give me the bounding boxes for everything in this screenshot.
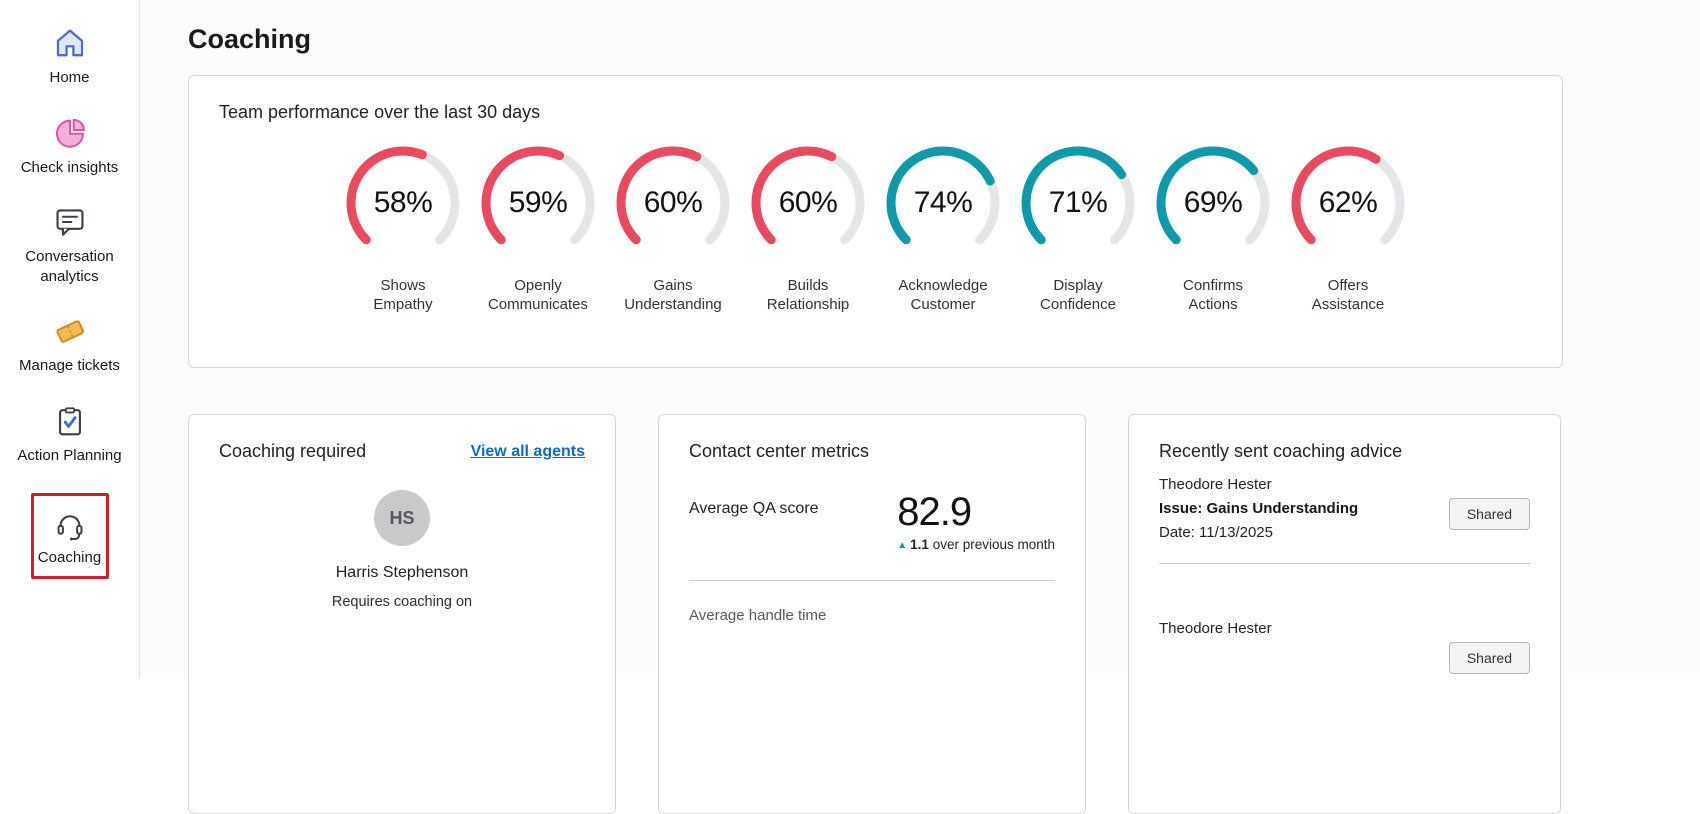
recent-advice-title: Recently sent coaching advice <box>1159 441 1403 461</box>
gauge-value: 60% <box>778 186 838 219</box>
headset-icon <box>53 508 87 542</box>
contact-center-metrics-card: Contact center metrics Average QA score … <box>658 414 1086 814</box>
sidebar-item-label: Home <box>49 69 90 86</box>
next-metric-label: Average handle time <box>689 607 827 624</box>
team-performance-card: Team performance over the last 30 days 5… <box>188 75 1563 368</box>
advice-list: Theodore Hester Issue: Gains Understandin… <box>1159 476 1530 674</box>
gauge-ring: 59% <box>476 141 600 265</box>
gauge-arc <box>1156 146 1270 260</box>
sidebar-item-home[interactable]: Home <box>8 26 132 88</box>
gauge: 74% Acknowledge Customer <box>877 141 1009 315</box>
gauge-value: 59% <box>508 186 568 219</box>
bottom-cards-row: Coaching required View all agents HS Har… <box>188 414 1563 814</box>
sidebar: Home Check insights Conversation analyti… <box>0 0 140 678</box>
home-icon <box>53 26 87 60</box>
main-content: Coaching Team performance over the last … <box>140 0 1700 814</box>
gauge-label: Shows Empathy <box>373 277 433 313</box>
gauge-arc <box>751 146 865 260</box>
agent-avatar: HS <box>374 490 430 546</box>
metrics-divider <box>689 580 1055 581</box>
sidebar-item-manage-tickets[interactable]: Manage tickets <box>8 314 132 376</box>
gauge-ring: 62% <box>1286 141 1410 265</box>
gauge-value: 69% <box>1183 186 1243 219</box>
gauge: 71% Display Confidence <box>1012 141 1144 315</box>
gauge-label: Offers Assistance <box>1311 277 1385 313</box>
sidebar-item-label: Check insights <box>20 158 119 176</box>
sidebar-item-label: Coaching <box>37 549 102 566</box>
gauge-arc <box>1021 146 1135 260</box>
ticket-icon <box>53 314 87 348</box>
coaching-required-title: Coaching required <box>219 441 367 461</box>
gauge-label: Confirms Actions <box>1182 277 1243 313</box>
sidebar-item-label: Action Planning <box>17 446 122 464</box>
contact-center-title: Contact center metrics <box>689 441 870 461</box>
advice-date: Date: 11/13/2025 <box>1159 524 1273 541</box>
delta-up-icon: ▲ <box>897 540 908 551</box>
gauge-ring: 69% <box>1151 141 1275 265</box>
view-all-agents-link[interactable]: View all agents <box>470 442 585 460</box>
advice-issue: Issue: Gains Understanding <box>1159 500 1359 517</box>
gauge-value: 74% <box>913 186 973 219</box>
agent-name: Harris Stephenson <box>335 564 469 581</box>
gauge-ring: 60% <box>746 141 870 265</box>
gauge-label: Acknowledge Customer <box>898 277 988 313</box>
gauge-value: 62% <box>1318 186 1378 219</box>
sidebar-item-conversation-analytics[interactable]: Conversation analytics <box>8 205 132 286</box>
gauge-label: Openly Communicates <box>487 277 589 313</box>
gauge-arc <box>1291 146 1405 260</box>
advice-entry: Theodore Hester Issue: Gains Understandin… <box>1159 476 1530 541</box>
shared-status-button[interactable]: Shared <box>1448 642 1530 674</box>
advice-agent-name: Theodore Hester <box>1159 620 1272 637</box>
sidebar-item-label: Conversation analytics <box>25 248 114 285</box>
qa-score-label: Average QA score <box>689 500 819 517</box>
gauge: 58% Shows Empathy <box>337 141 469 315</box>
gauge: 59% Openly Communicates <box>472 141 604 315</box>
gauge-label: Builds Relationship <box>766 277 850 313</box>
gauge: 60% Gains Understanding <box>607 141 739 315</box>
gauge-arc <box>616 146 730 260</box>
advice-entry: Theodore Hester Shared <box>1159 620 1530 674</box>
gauge-ring: 71% <box>1016 141 1140 265</box>
advice-divider <box>1159 563 1530 564</box>
qa-score-value: 82.9 <box>897 490 972 534</box>
gauge-arc <box>886 146 1000 260</box>
shared-status-button[interactable]: Shared <box>1448 498 1530 530</box>
page-title: Coaching <box>188 24 312 54</box>
team-performance-title: Team performance over the last 30 days <box>219 102 541 122</box>
gauge-row: 58% Shows Empathy 59% Openly Communicates 60… <box>219 141 1532 315</box>
clipboard-check-icon <box>53 404 87 438</box>
sidebar-item-action-planning[interactable]: Action Planning <box>8 404 132 466</box>
gauge: 62% Offers Assistance <box>1282 141 1414 315</box>
gauge-value: 58% <box>373 186 433 219</box>
gauge-ring: 60% <box>611 141 735 265</box>
gauge-ring: 58% <box>341 141 465 265</box>
gauge-value: 71% <box>1048 186 1108 219</box>
qa-score-delta: ▲ 1.1 over previous month <box>897 537 1055 552</box>
sidebar-item-check-insights[interactable]: Check insights <box>8 116 132 178</box>
sidebar-item-label: Manage tickets <box>19 357 120 374</box>
gauge-label: Gains Understanding <box>624 277 722 313</box>
agent-note: Requires coaching on <box>331 594 473 610</box>
gauge-ring: 74% <box>881 141 1005 265</box>
sidebar-item-coaching[interactable]: Coaching <box>30 493 109 579</box>
pie-chart-icon <box>53 116 87 150</box>
gauge-arc <box>481 146 595 260</box>
coaching-required-card: Coaching required View all agents HS Har… <box>188 414 616 814</box>
gauge: 60% Builds Relationship <box>742 141 874 315</box>
chat-icon <box>53 205 87 239</box>
gauge-arc <box>346 146 460 260</box>
advice-agent-name: Theodore Hester <box>1159 476 1272 493</box>
recent-advice-card: Recently sent coaching advice Theodore H… <box>1128 414 1561 814</box>
gauge-label: Display Confidence <box>1040 277 1116 313</box>
gauge: 69% Confirms Actions <box>1147 141 1279 315</box>
gauge-value: 60% <box>643 186 703 219</box>
